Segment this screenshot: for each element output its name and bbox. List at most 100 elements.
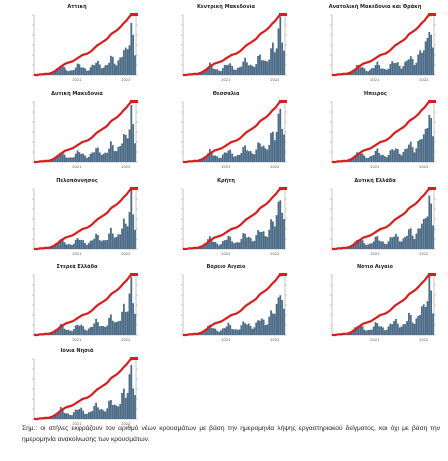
bar (428, 31, 431, 75)
bar (352, 71, 355, 75)
bar (391, 61, 394, 75)
bar (409, 141, 412, 162)
bar (393, 150, 395, 162)
bar (387, 241, 390, 249)
bar (106, 239, 109, 249)
bar (220, 330, 222, 335)
end-value-marker (279, 273, 287, 276)
bar (113, 63, 116, 75)
bar (383, 330, 386, 335)
bar (111, 320, 114, 335)
bar (272, 131, 274, 162)
bar (374, 65, 377, 75)
bar (104, 65, 107, 75)
bar (426, 216, 429, 249)
bar (111, 404, 114, 419)
bar (240, 238, 243, 249)
bar (110, 314, 112, 335)
bar (233, 243, 235, 249)
bar (216, 243, 219, 249)
bar (352, 245, 355, 249)
bar (363, 155, 366, 162)
bar (216, 156, 219, 162)
bar (374, 150, 377, 162)
end-value-marker (130, 357, 138, 360)
bar (89, 153, 92, 162)
bar (87, 328, 90, 335)
bar (220, 70, 222, 75)
bar (415, 148, 418, 162)
bar (201, 245, 204, 249)
x-tick-label: 2022 (121, 165, 130, 169)
panel-title: Κεντρική Μακεδονία (196, 4, 256, 10)
bar (249, 150, 252, 162)
bar (223, 328, 226, 335)
bar (100, 68, 103, 75)
bar (357, 240, 360, 249)
bar (251, 328, 254, 335)
cumulative-line (34, 357, 134, 421)
bar (71, 331, 73, 335)
bar (74, 239, 77, 249)
bar (58, 242, 60, 249)
bar (63, 413, 66, 419)
bar (400, 68, 403, 75)
bar (406, 321, 408, 335)
bar (50, 160, 53, 162)
bar (128, 374, 131, 419)
panel-chart: 2021 2022 (181, 13, 287, 82)
bar (246, 237, 248, 249)
panel-title: Ιόνια Νησιά (60, 348, 94, 354)
bar (218, 158, 220, 162)
bar (216, 330, 219, 335)
bar (396, 323, 399, 335)
bar (110, 141, 112, 162)
bar (279, 16, 282, 75)
bar (132, 124, 135, 162)
bar (108, 317, 110, 335)
panel-title: Νότιο Αιγαίο (357, 264, 393, 270)
region-panel: Αττική 2021 2022 (8, 4, 146, 88)
bar (87, 156, 90, 162)
bar (246, 62, 248, 75)
bar (227, 235, 230, 249)
bar (74, 153, 77, 162)
bar (130, 364, 133, 419)
bar (257, 142, 259, 162)
bar (369, 243, 371, 249)
bar (361, 240, 364, 249)
bar (413, 239, 416, 249)
bar (203, 331, 206, 335)
bar (56, 68, 59, 75)
x-tick-label: 2021 (72, 165, 81, 169)
bar (132, 34, 135, 75)
bar (428, 114, 431, 162)
bar (231, 241, 233, 249)
panel-chart: 2021 2022 (32, 13, 138, 82)
bar (404, 236, 407, 249)
bar (93, 152, 96, 162)
bar (359, 67, 362, 75)
bar (264, 60, 267, 75)
bar (404, 61, 407, 75)
bar (404, 324, 407, 335)
bar (67, 329, 70, 335)
bar (270, 310, 272, 335)
bar (421, 139, 423, 162)
bar (424, 306, 427, 335)
bar (348, 247, 351, 249)
bar (246, 324, 248, 335)
bar (378, 65, 381, 75)
bar (104, 240, 107, 249)
bar (398, 241, 401, 249)
bar (231, 65, 233, 75)
bar (56, 413, 59, 419)
bar (240, 325, 243, 335)
bar (106, 64, 109, 75)
bar (396, 62, 399, 75)
bar (426, 301, 429, 335)
bar (359, 324, 362, 335)
bar (123, 50, 125, 75)
bar (220, 157, 222, 162)
bar (385, 329, 388, 335)
